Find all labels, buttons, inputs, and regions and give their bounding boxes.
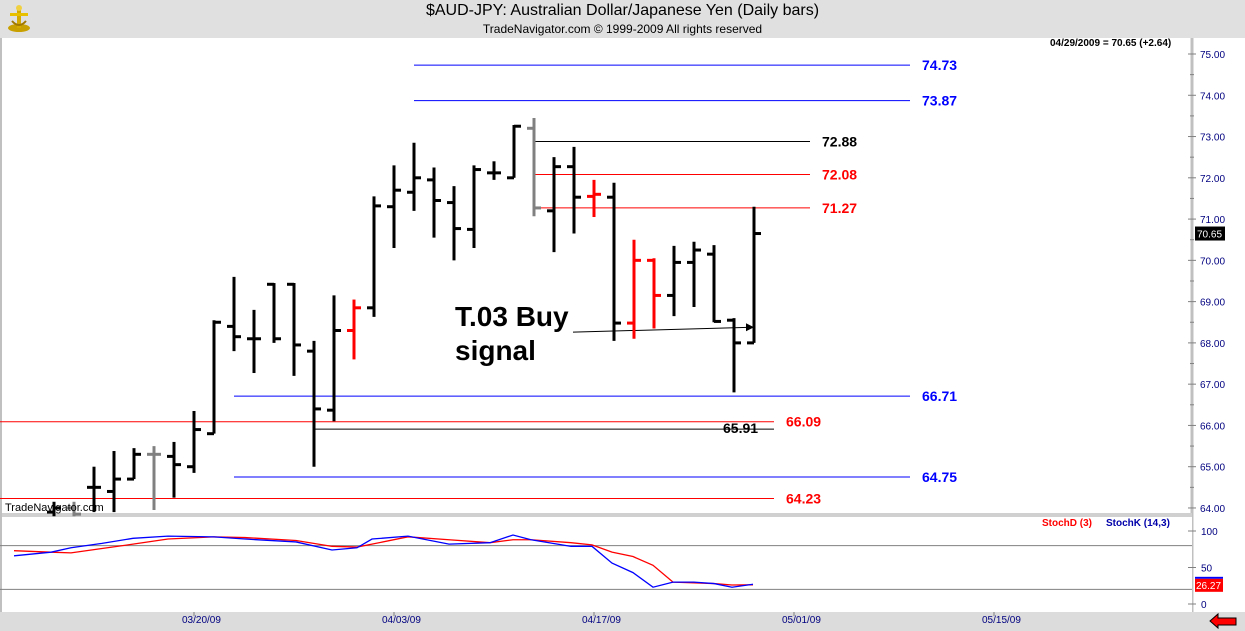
ohlc-bar [427,167,441,238]
ohlc-bar [147,446,161,511]
ohlc-bar [107,451,121,513]
level-label-72.08: 72.08 [822,167,857,183]
stoch-badge-top [1195,576,1223,579]
y-tick-label: 71.00 [1200,215,1225,226]
ohlc-bar [367,196,381,317]
level-label-72.88: 72.88 [822,133,857,149]
level-label-65.91: 65.91 [723,420,758,436]
stoch-y-tick-label: 50 [1201,564,1213,575]
watermark-text: TradeNavigator.com [5,502,104,514]
date-axis [0,612,1245,631]
legend-stochk: StochK (14,3) [1106,518,1170,529]
level-label-64.23: 64.23 [786,490,821,506]
trade-navigator-logo-icon [8,5,30,32]
y-tick-label: 67.00 [1200,380,1225,391]
buy-signal-annotation-line2: signal [455,335,536,366]
y-tick-label: 74.00 [1200,91,1225,102]
date-tick-label: 04/17/09 [582,615,621,626]
y-tick-label: 75.00 [1200,50,1225,61]
date-tick-label: 05/01/09 [782,615,821,626]
ohlc-bar [747,206,761,345]
panel-divider[interactable] [0,513,1192,517]
y-tick-label: 64.00 [1200,504,1225,515]
ohlc-bar [327,295,341,422]
ohlc-bar [287,282,301,376]
ohlc-bar [67,501,81,517]
stoch-last-value-label: 26.27 [1196,581,1221,592]
y-tick-label: 72.00 [1200,174,1225,185]
chart-header: $AUD-JPY: Australian Dollar/Japanese Yen… [0,0,1245,38]
stoch-y-tick-label: 100 [1201,527,1218,538]
y-tick-label: 70.00 [1200,256,1225,267]
ohlc-bar [567,146,581,234]
ohlc-bar [127,448,141,481]
ohlc-bar [527,117,541,217]
stoch-line-k [13,534,754,588]
ohlc-bar [447,186,461,261]
level-label-64.75: 64.75 [922,469,957,485]
level-label-71.27: 71.27 [822,200,857,216]
y-tick-label: 66.00 [1200,421,1225,432]
last-price-label: 70.65 [1197,230,1222,241]
ohlc-bar [727,318,741,393]
ohlc-bar [207,320,221,436]
ohlc-bar [227,276,241,352]
ohlc-bar [687,241,701,307]
price-panel [0,38,1192,513]
ohlc-bar [87,466,101,513]
level-label-73.87: 73.87 [922,93,957,109]
chart-title: $AUD-JPY: Australian Dollar/Japanese Yen… [425,2,820,19]
ohlc-bar [407,142,421,211]
ohlc-bar [587,179,601,218]
date-tick-label: 03/20/09 [182,615,221,626]
ohlc-bar [387,165,401,248]
ohlc-bar [607,182,621,341]
y-tick-label: 65.00 [1200,463,1225,474]
ohlc-bar [247,309,261,374]
ohlc-bar [547,157,561,253]
ohlc-bar [647,258,661,329]
y-tick-label: 68.00 [1200,339,1225,350]
ohlc-bar [267,282,281,343]
signal-arrow-line [572,326,753,333]
ohlc-bar [487,161,501,180]
level-label-66.09: 66.09 [786,414,821,430]
ohlc-bar [667,245,681,317]
y-tick-label: 73.00 [1200,133,1225,144]
buy-signal-annotation-line1: T.03 Buy [455,301,569,332]
last-price-badge [1195,226,1225,241]
level-label-74.73: 74.73 [922,57,957,73]
ohlc-bar [347,299,361,360]
stoch-last-value-badge [1195,578,1223,592]
ohlc-bar [627,239,641,339]
last-quote-text: 04/29/2009 = 70.65 (+2.64) [1050,38,1171,49]
date-tick-label: 05/15/09 [982,615,1021,626]
ohlc-bar [707,245,721,323]
scroll-right-arrow-icon[interactable] [1209,612,1237,630]
date-tick-label: 04/03/09 [382,615,421,626]
stoch-y-tick-label: 0 [1201,600,1207,611]
ohlc-bar [467,165,481,248]
ohlc-bar [187,410,201,473]
copyright-text: TradeNavigator.com © 1999-2009 All right… [482,22,763,36]
signal-arrow-head-icon [746,323,754,332]
ohlc-bar [167,441,181,498]
price-axis [1192,38,1245,612]
ohlc-bar [47,501,61,517]
stoch-line-d [13,536,754,586]
legend-stochd: StochD (3) [1042,518,1092,529]
ohlc-bar [507,124,521,180]
level-label-66.71: 66.71 [922,388,957,404]
y-tick-label: 69.00 [1200,298,1225,309]
ohlc-bar [307,340,321,467]
stochastic-panel [0,517,1192,612]
